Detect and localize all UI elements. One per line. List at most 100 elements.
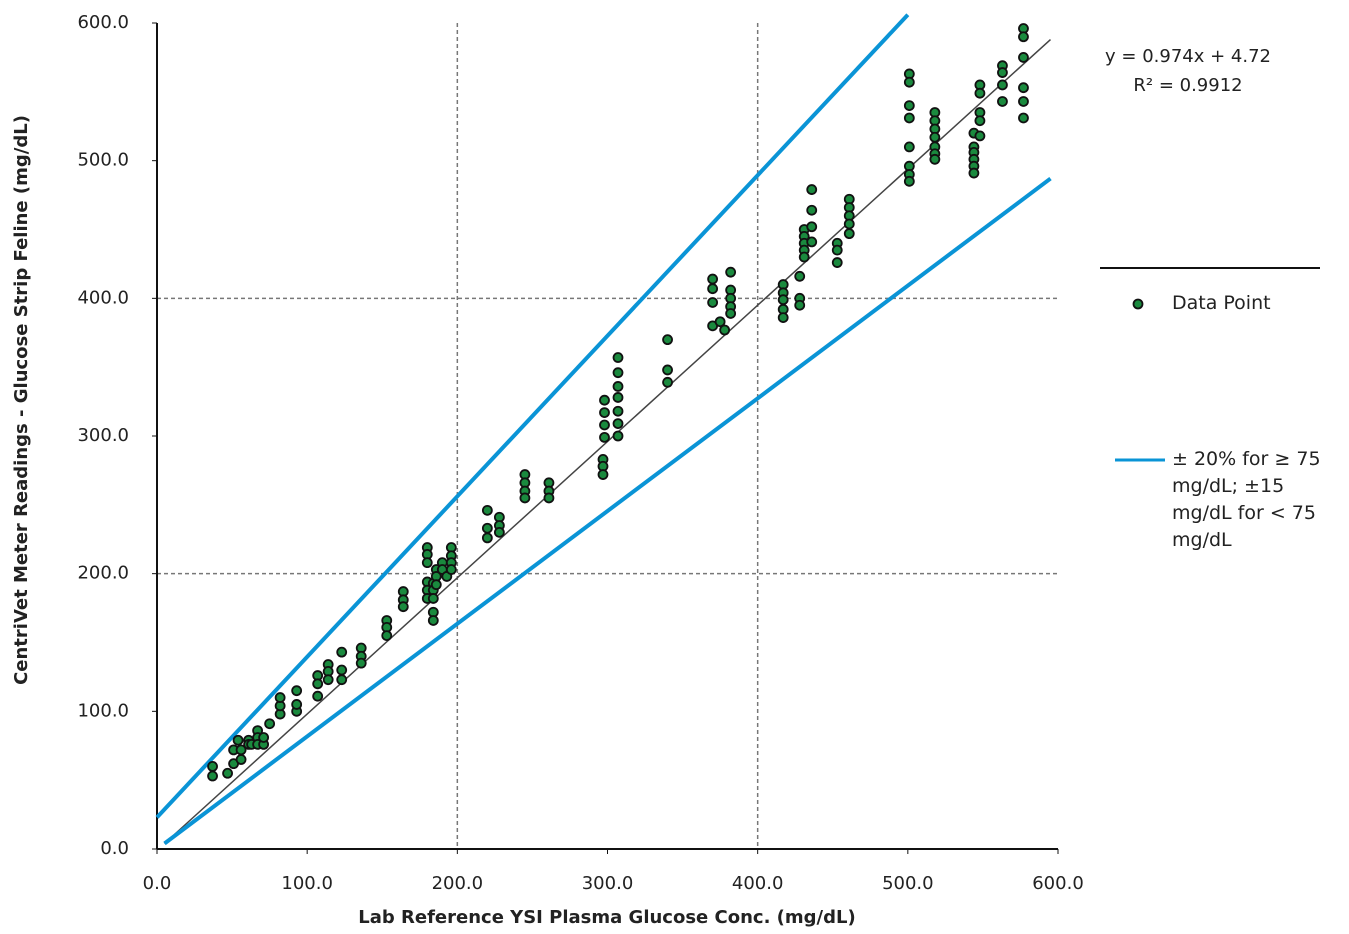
data-point: [599, 431, 610, 443]
data-point: [662, 376, 673, 388]
data-point: [794, 270, 806, 282]
data-point: [336, 674, 348, 686]
data-point: [612, 418, 624, 430]
data-point: [427, 615, 439, 626]
x-tick-label: 200.0: [432, 873, 484, 894]
data-point: [427, 593, 439, 604]
data-point: [336, 664, 348, 676]
x-tick-label: 0.0: [143, 873, 172, 894]
data-point: [493, 526, 505, 538]
data-point: [381, 630, 393, 642]
data-point: [355, 657, 367, 669]
y-axis-title: CentriVet Meter Readings - Glucose Strip…: [11, 115, 32, 685]
data-point: [707, 273, 719, 285]
data-point: [798, 251, 810, 263]
data-point: [291, 685, 303, 697]
data-point: [806, 236, 818, 248]
legend-marker: [1132, 298, 1144, 310]
data-point: [903, 76, 915, 88]
y-tick-label: 300.0: [77, 425, 129, 446]
data-point: [1018, 82, 1029, 94]
data-point: [612, 405, 624, 417]
line: [155, 13, 910, 819]
equation: y = 0.974x + 4.72: [1105, 46, 1271, 67]
data-point: [421, 557, 433, 569]
data-point: [707, 283, 719, 295]
legend-label: ± 20% for ≥ 75 mg/dL; ±15 mg/dL for < 75…: [1172, 448, 1321, 551]
data-point: [806, 204, 818, 216]
data-point: [397, 601, 409, 613]
data-point: [843, 228, 855, 240]
y-tick-label: 0.0: [100, 838, 129, 859]
data-point: [794, 299, 806, 311]
data-point: [974, 130, 986, 142]
y-tick-label: 500.0: [77, 150, 129, 171]
y-tick-label: 600.0: [77, 12, 129, 33]
data-point: [481, 504, 493, 516]
data-point: [322, 674, 334, 686]
data-point: [903, 175, 915, 187]
data-point: [719, 324, 731, 336]
data-point: [831, 244, 843, 256]
data-point: [543, 492, 555, 504]
data-point: [222, 767, 233, 779]
data-point: [903, 141, 915, 153]
y-tick-label: 400.0: [77, 287, 129, 308]
data-point: [274, 692, 286, 703]
data-point: [207, 761, 218, 772]
data-point: [258, 732, 270, 743]
data-point: [777, 312, 789, 324]
data-point: [974, 115, 986, 127]
x-axis-title: Lab Reference YSI Plasma Glucose Conc. (…: [358, 907, 855, 928]
data-point: [843, 218, 855, 230]
data-point: [929, 153, 941, 165]
data-point: [599, 394, 610, 406]
data-point: [312, 690, 324, 702]
data-point: [662, 334, 673, 346]
data-point: [806, 221, 818, 233]
data-point: [714, 316, 726, 328]
line: [163, 176, 1052, 846]
data-point: [831, 257, 843, 268]
data-point: [612, 430, 624, 442]
data-point: [232, 734, 244, 746]
data-point: [997, 79, 1008, 91]
data-point: [1018, 31, 1029, 43]
legend-label: Data Point: [1172, 292, 1271, 314]
data-point: [968, 167, 980, 179]
data-point: [519, 492, 531, 504]
data-point: [777, 294, 789, 306]
data-point: [707, 297, 719, 308]
data-point: [1018, 112, 1029, 124]
data-point: [725, 266, 737, 278]
data-point: [612, 367, 624, 379]
data-point: [903, 100, 915, 111]
data-point: [997, 96, 1008, 107]
data-point: [235, 754, 247, 765]
data-point: [974, 87, 986, 99]
data-point: [903, 112, 915, 124]
data-point: [430, 579, 442, 591]
data-point: [481, 522, 493, 534]
data-point: [264, 718, 276, 730]
data-point: [599, 407, 610, 418]
data-point: [235, 744, 247, 756]
data-point: [725, 308, 737, 319]
y-tick-label: 200.0: [77, 563, 129, 584]
data-point: [1018, 52, 1029, 63]
data-point: [207, 770, 218, 782]
y-tick-label: 100.0: [77, 700, 129, 721]
data-point: [997, 67, 1008, 78]
data-point: [597, 469, 609, 480]
data-point: [612, 381, 624, 392]
data-point: [481, 532, 493, 544]
data-point: [336, 646, 348, 658]
data-point: [312, 678, 324, 690]
data-point: [1018, 96, 1029, 107]
r-squared: R² = 0.9912: [1133, 75, 1242, 96]
data-point: [291, 699, 303, 710]
data-point: [599, 419, 610, 431]
data-point: [662, 364, 673, 376]
data-point: [929, 131, 941, 143]
